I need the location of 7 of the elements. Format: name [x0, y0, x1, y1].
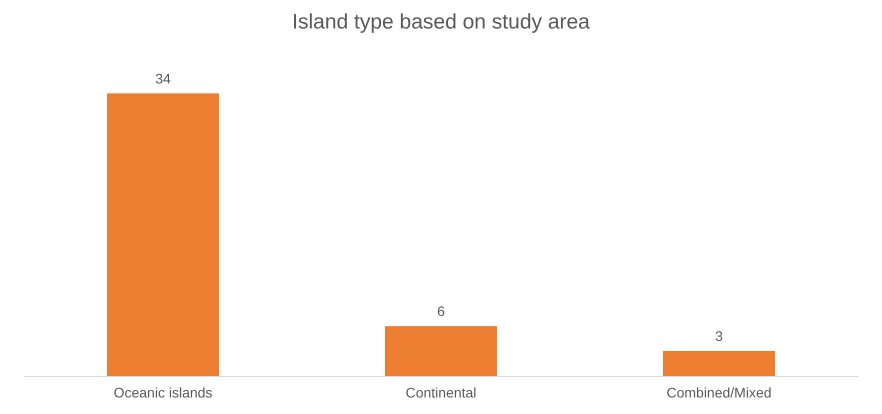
x-tick-label: Continental	[406, 384, 476, 400]
data-label: 3	[715, 328, 724, 344]
x-tick-label: Combined/Mixed	[666, 384, 772, 400]
x-tick-label: Oceanic islands	[114, 384, 212, 400]
chart-title: Island type based on study area	[292, 10, 590, 34]
data-label: 34	[155, 70, 171, 86]
data-label: 6	[437, 303, 446, 320]
